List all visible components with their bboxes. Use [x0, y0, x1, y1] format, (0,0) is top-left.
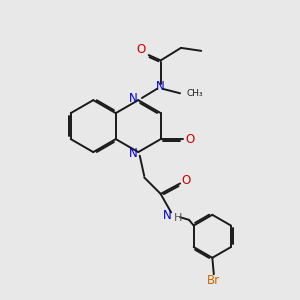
Text: CH₃: CH₃ — [187, 89, 203, 98]
Text: H: H — [174, 213, 182, 224]
Text: N: N — [163, 209, 172, 222]
Text: O: O — [136, 43, 146, 56]
Text: N: N — [128, 147, 137, 160]
Text: O: O — [185, 133, 194, 146]
Text: N: N — [156, 80, 165, 93]
Text: O: O — [182, 174, 191, 187]
Text: N: N — [128, 92, 137, 105]
Text: Br: Br — [207, 274, 220, 287]
